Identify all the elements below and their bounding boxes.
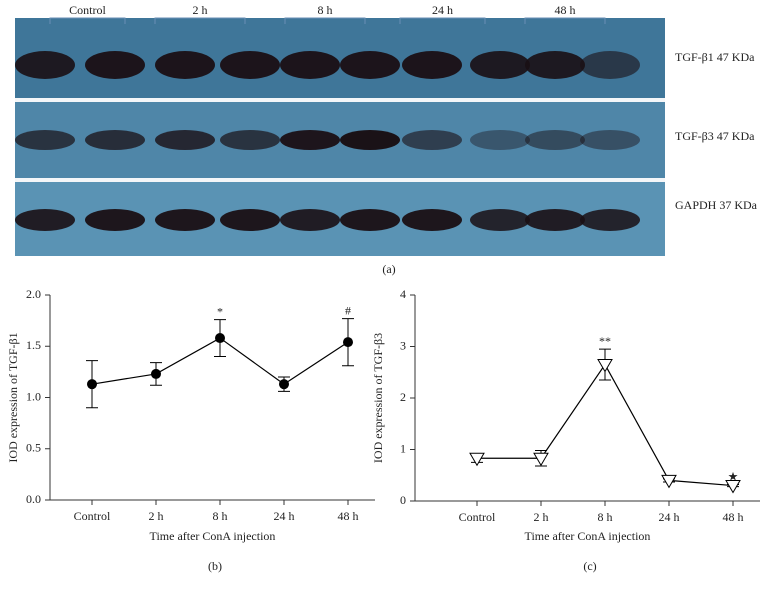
x-tick-label: Control	[74, 509, 111, 523]
blot-band	[340, 209, 400, 231]
group-label: 8 h	[318, 3, 333, 17]
data-point	[469, 452, 485, 467]
blot-band	[470, 51, 530, 79]
y-tick-label: 0	[400, 493, 406, 507]
y-tick-label: 1.0	[26, 389, 41, 403]
x-tick-label: Control	[459, 510, 496, 524]
y-axis-label: IOD expression of TGF-β3	[371, 333, 385, 463]
group-bracket	[284, 17, 366, 24]
blot-band	[155, 130, 215, 150]
group-bracket	[399, 17, 486, 24]
data-point	[215, 333, 225, 344]
data-line	[477, 363, 734, 487]
blot-band	[85, 130, 145, 150]
point-label: ★	[728, 469, 739, 483]
blot-band	[155, 209, 215, 231]
y-tick-label: 4	[400, 287, 406, 301]
blot-band	[402, 130, 462, 150]
y-tick-label: 0.5	[26, 441, 41, 455]
point-label: **	[599, 334, 611, 348]
blot-band	[85, 209, 145, 231]
blot-divider	[15, 98, 665, 102]
blot-band	[470, 209, 530, 231]
x-tick-label: 24 h	[659, 510, 680, 524]
point-label: *	[217, 304, 223, 318]
x-tick-label: 2 h	[534, 510, 549, 524]
y-tick-label: 2	[400, 390, 406, 404]
x-axis-label: Time after ConA injection	[150, 529, 276, 543]
blot-band	[580, 130, 640, 150]
blot-band	[220, 209, 280, 231]
blot-band	[470, 130, 530, 150]
group-bracket	[154, 17, 246, 24]
group-label: Control	[69, 3, 106, 17]
panel-caption: (b)	[208, 559, 222, 573]
blot-band	[15, 51, 75, 79]
y-tick-label: 0.0	[26, 492, 41, 506]
x-tick-label: 8 h	[598, 510, 613, 524]
y-tick-label: 3	[400, 338, 406, 352]
x-tick-label: 48 h	[338, 509, 359, 523]
blot-band	[402, 209, 462, 231]
blot-band	[580, 51, 640, 79]
point-label: #	[345, 303, 351, 317]
x-tick-label: 24 h	[274, 509, 295, 523]
data-point	[661, 474, 677, 489]
blot-band	[15, 130, 75, 150]
data-point	[87, 379, 97, 390]
blot-band	[85, 51, 145, 79]
y-axis-label: IOD expression of TGF-β1	[6, 332, 20, 462]
data-point	[343, 337, 353, 348]
blot-band	[580, 209, 640, 231]
y-tick-label: 1.5	[26, 338, 41, 352]
blot-band	[155, 51, 215, 79]
blot-band	[525, 209, 585, 231]
data-point	[533, 452, 549, 467]
blot-band	[280, 130, 340, 150]
data-point	[279, 379, 289, 390]
x-axis-label: Time after ConA injection	[525, 529, 651, 543]
panel-caption: (a)	[382, 262, 395, 276]
group-label: 48 h	[555, 3, 576, 17]
blot-band	[340, 130, 400, 150]
x-tick-label: 8 h	[213, 509, 228, 523]
group-bracket	[524, 17, 606, 24]
blot-band	[220, 51, 280, 79]
data-point	[151, 368, 161, 379]
blot-band	[525, 51, 585, 79]
y-tick-label: 1	[400, 441, 406, 455]
data-point	[597, 359, 613, 373]
data-point	[725, 480, 741, 494]
row-label: GAPDH 37 KDa	[675, 198, 758, 212]
x-tick-label: 2 h	[149, 509, 164, 523]
blot-band	[220, 130, 280, 150]
blot-band	[402, 51, 462, 79]
blot-band	[15, 209, 75, 231]
group-bracket	[49, 17, 126, 24]
panel-caption: (c)	[583, 559, 596, 573]
x-tick-label: 48 h	[723, 510, 744, 524]
blot-band	[525, 130, 585, 150]
row-label: TGF-β3 47 KDa	[675, 129, 755, 143]
row-label: TGF-β1 47 KDa	[675, 50, 755, 64]
group-label: 24 h	[432, 3, 453, 17]
blot-band	[280, 209, 340, 231]
blot-band	[280, 51, 340, 79]
y-tick-label: 2.0	[26, 287, 41, 301]
blot-band	[340, 51, 400, 79]
group-label: 2 h	[193, 3, 208, 17]
blot-divider	[15, 178, 665, 182]
